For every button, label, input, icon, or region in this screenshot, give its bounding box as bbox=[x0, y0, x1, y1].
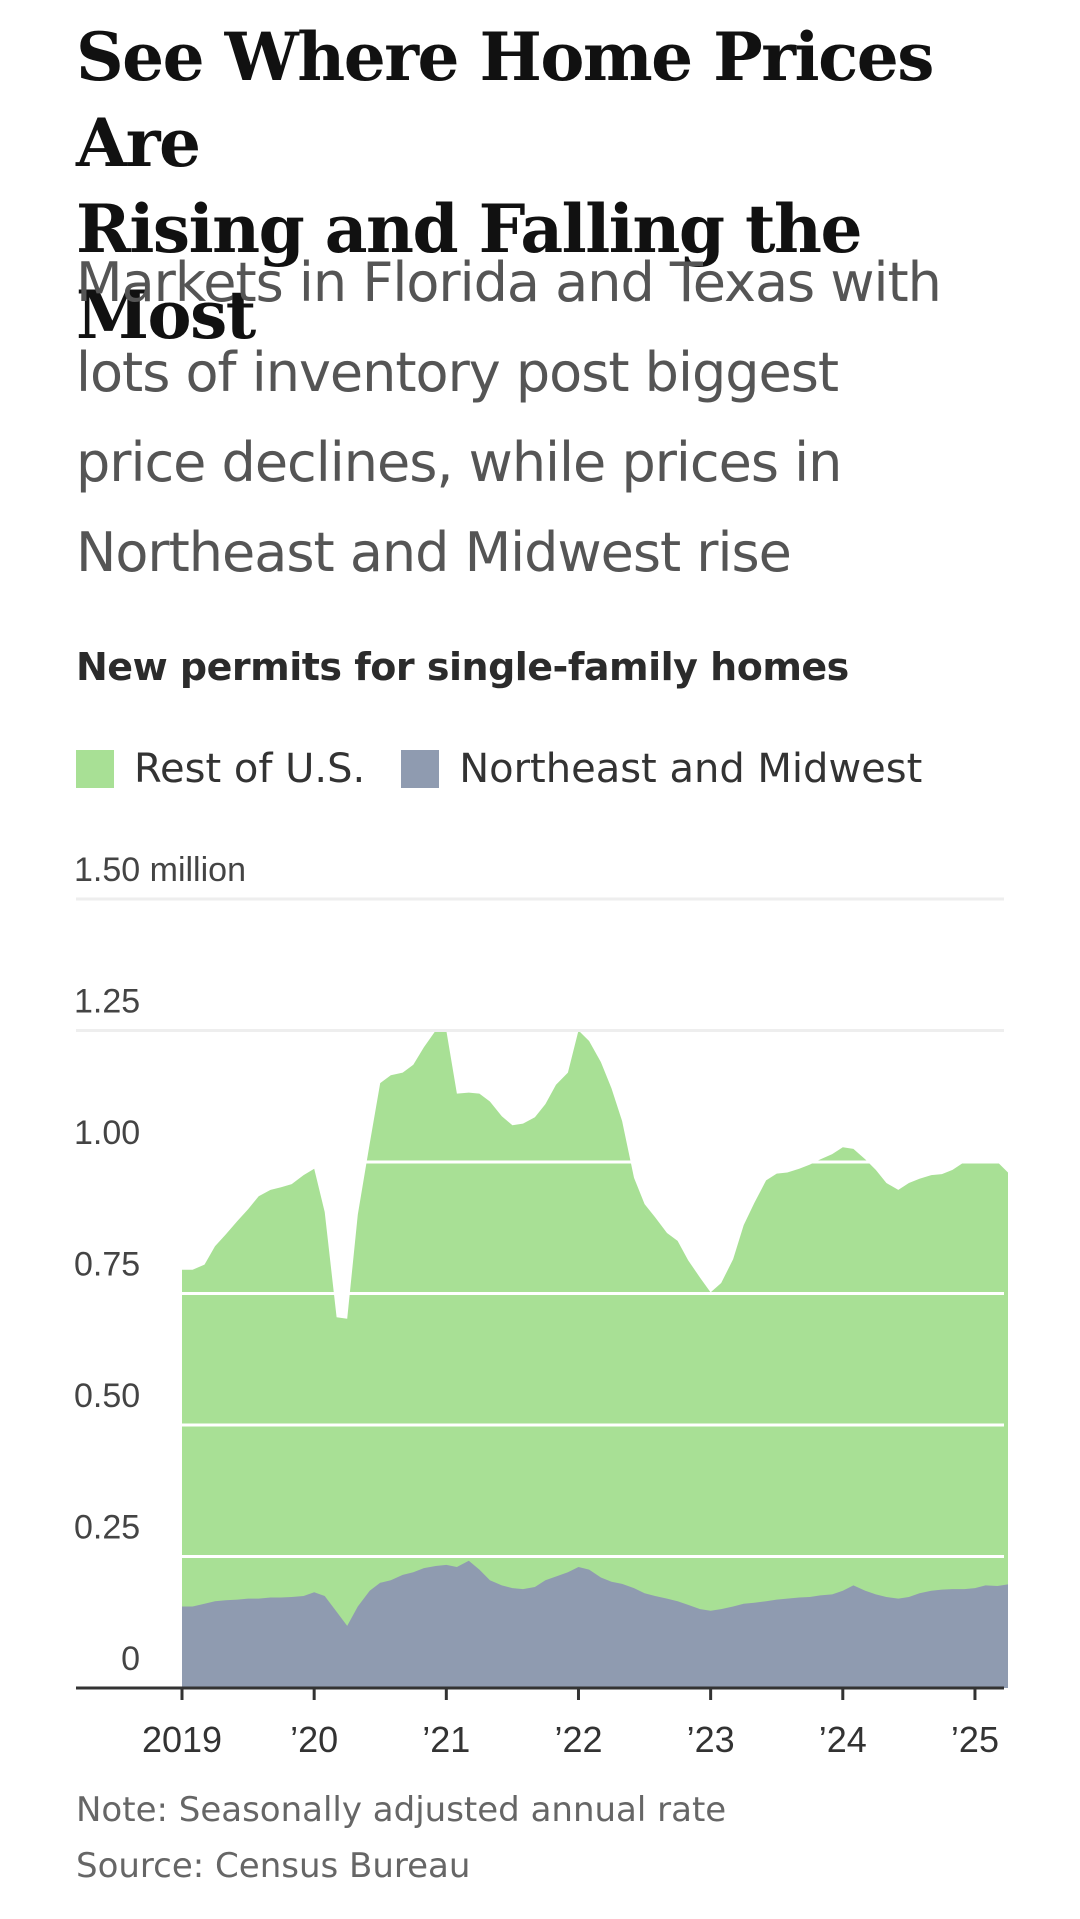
y-tick-label-0: 0 bbox=[121, 1640, 140, 1678]
area-rest-of-us bbox=[182, 1030, 1008, 1688]
stacked-area-chart: 0 0.25 0.50 0.75 1.00 1.25 1.50 million 2019 ’20… bbox=[74, 851, 1008, 1760]
y-tick-label-1: 0.25 bbox=[74, 1509, 140, 1547]
legend-item-rest-of-us: Rest of U.S. bbox=[76, 746, 365, 792]
source-text: Source: Census Bureau bbox=[76, 1846, 471, 1886]
x-tick-label-3: ’22 bbox=[554, 1719, 602, 1760]
legend-swatch-rest-of-us bbox=[76, 750, 114, 788]
x-tick-label-6: ’25 bbox=[951, 1719, 999, 1760]
headline: See Where Home Prices Are Rising and Fal… bbox=[76, 14, 1036, 358]
legend-label-northeast-midwest: Northeast and Midwest bbox=[459, 746, 923, 792]
headline-line-1: See Where Home Prices Are bbox=[76, 18, 934, 182]
dek: Markets in Florida and Texas with lots o… bbox=[76, 238, 1036, 598]
area-northeast-midwest bbox=[182, 1560, 1008, 1688]
chart-legend: Rest of U.S. Northeast and Midwest bbox=[76, 746, 958, 792]
dek-line-4: Northeast and Midwest rise bbox=[76, 521, 792, 584]
dek-line-3: price declines, while prices in bbox=[76, 431, 842, 494]
dek-line-2: lots of inventory post biggest bbox=[76, 341, 839, 404]
legend-item-northeast-midwest: Northeast and Midwest bbox=[401, 746, 922, 792]
headline-line-2: Rising and Falling the Most bbox=[76, 190, 862, 354]
y-tick-label-3: 0.75 bbox=[74, 1246, 140, 1284]
y-tick-label-2: 0.50 bbox=[74, 1377, 140, 1415]
chart-footnotes: Note: Seasonally adjusted annual rate So… bbox=[76, 1782, 726, 1894]
x-tick-label-5: ’24 bbox=[819, 1719, 867, 1760]
x-tick-label-2: ’21 bbox=[422, 1719, 470, 1760]
chart-title: New permits for single-family homes bbox=[76, 645, 849, 689]
legend-swatch-northeast-midwest bbox=[401, 750, 440, 788]
note-text: Note: Seasonally adjusted annual rate bbox=[76, 1790, 727, 1830]
y-tick-label-4: 1.00 bbox=[74, 1114, 140, 1152]
legend-label-rest-of-us: Rest of U.S. bbox=[134, 746, 366, 792]
x-tick-label-4: ’23 bbox=[687, 1719, 735, 1760]
x-tick-label-0: 2019 bbox=[142, 1719, 222, 1760]
dek-line-1: Markets in Florida and Texas with bbox=[76, 251, 942, 314]
y-tick-label-6: 1.50 million bbox=[74, 851, 246, 889]
y-tick-label-5: 1.25 bbox=[74, 983, 140, 1021]
x-tick-label-1: ’20 bbox=[290, 1719, 338, 1760]
